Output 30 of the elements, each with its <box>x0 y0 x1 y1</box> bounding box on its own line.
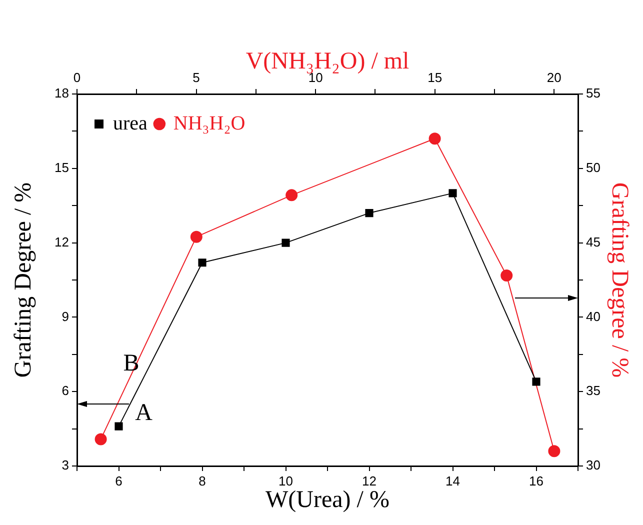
x-tick-label: 14 <box>446 473 460 488</box>
y-tick-label: 9 <box>62 308 69 324</box>
x-tick-label: 16 <box>529 473 544 488</box>
y2-tick-label: 50 <box>586 160 600 175</box>
legend-label: urea <box>113 112 148 134</box>
y-tick-label: 3 <box>62 458 69 473</box>
y2-tick-label: 55 <box>586 86 600 101</box>
x2-axis-title: V(NH₃H₂O) / ml <box>246 48 410 75</box>
y-axis-title: Grafting Degree / % <box>10 182 37 378</box>
y2-tick-label: 40 <box>586 308 600 324</box>
x2-tick-label: 0 <box>73 70 81 85</box>
x-tick-label: 8 <box>198 473 206 488</box>
x-axis-title: W(Urea) / % <box>266 486 390 513</box>
x2-tick-label: 5 <box>192 70 200 85</box>
y-tick-label: 6 <box>62 383 69 398</box>
x2-tick-label: 15 <box>428 70 442 85</box>
x-tick-label: 6 <box>115 473 122 488</box>
y-tick-label: 15 <box>54 160 69 175</box>
x2-tick-label: 20 <box>546 70 562 85</box>
x-tick-label: 12 <box>362 473 376 488</box>
y-tick-label: 12 <box>54 234 69 250</box>
y2-tick-label: 45 <box>586 234 600 250</box>
annotation: A <box>135 400 154 426</box>
annotation: B <box>123 350 140 377</box>
y2-tick-label: 30 <box>586 458 600 473</box>
y-tick-label: 18 <box>54 86 69 101</box>
y2-axis-title: Grafting Degree / % <box>606 182 632 378</box>
x-tick-label: 10 <box>278 473 293 488</box>
y2-tick-label: 35 <box>586 383 600 398</box>
legend-label: NH₃H₂O <box>173 112 246 134</box>
